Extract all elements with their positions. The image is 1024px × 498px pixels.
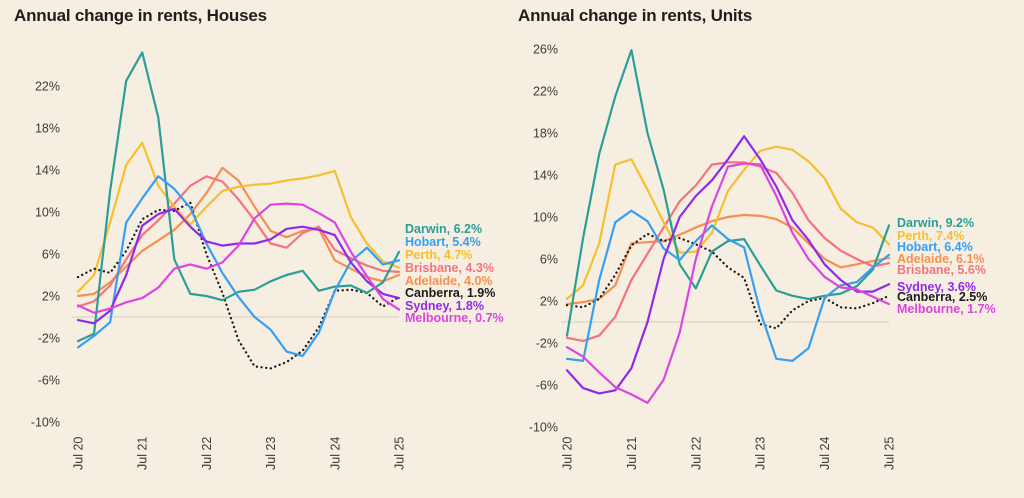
x-tick-label: Jul 20 [561, 437, 575, 470]
legend-label-melbourne: Melbourne, 1.7% [897, 302, 996, 316]
chart-title-houses: Annual change in rents, Houses [14, 6, 267, 25]
chart-line-canberra [565, 232, 891, 330]
legend-label-hobart: Hobart, 6.4% [897, 240, 973, 254]
y-tick-label: 26% [533, 43, 558, 57]
legend-label-hobart: Hobart, 5.4% [405, 235, 481, 249]
chart-line-hobart [565, 209, 891, 362]
y-tick-label: 2% [42, 290, 60, 304]
chart-line-brisbane [76, 175, 401, 308]
y-tick-label: -2% [536, 337, 558, 351]
chart-line-sydney [565, 135, 891, 395]
legend-label-sydney: Sydney, 1.8% [405, 299, 484, 313]
x-tick-label: Jul 24 [818, 437, 832, 470]
y-tick-label: 18% [35, 122, 60, 136]
x-tick-label: Jul 25 [393, 437, 407, 470]
chart-line-adelaide [565, 213, 891, 306]
y-tick-label: 14% [35, 164, 60, 178]
x-tick-label: Jul 21 [136, 437, 150, 470]
chart-units: Annual change in rents, Units 26% 22% 18% 1… [512, 0, 1024, 498]
x-tick-label: Jul 24 [328, 437, 342, 470]
x-tick-label: Jul 22 [689, 437, 703, 470]
y-tick-label: 10% [35, 206, 60, 220]
houses-chart-svg: 22% 18% 14% 10% 6% 2% -2% -6% -10% Jul 20 Jul 21 Ju… [31, 51, 504, 470]
chart-line-brisbane [565, 161, 891, 342]
x-tick-label: Jul 25 [883, 437, 897, 470]
y-tick-label: 18% [533, 127, 558, 141]
legend-label-melbourne: Melbourne, 0.7% [405, 311, 504, 325]
legend-label-perth: Perth, 4.7% [405, 248, 472, 262]
chart-line-perth [76, 141, 401, 293]
legend-label-adelaide: Adelaide, 6.1% [897, 252, 985, 266]
y-tick-label: -10% [31, 416, 60, 430]
y-tick-label: -6% [536, 379, 558, 393]
chart-line-melbourne [76, 202, 401, 314]
y-tick-label: 2% [540, 295, 558, 309]
x-tick-label: Jul 23 [754, 437, 768, 470]
units-chart-svg: 26% 22% 18% 14% 10% 6% 2% -2% -6% -10%Jul 20 Jul 2… [529, 43, 996, 471]
y-tick-label: 14% [533, 169, 558, 183]
legend-label-canberra: Canberra, 2.5% [897, 290, 987, 304]
chart-line-hobart [76, 175, 401, 357]
x-tick-label: Jul 22 [200, 437, 214, 470]
y-tick-label: -10% [529, 421, 558, 435]
x-tick-label: Jul 21 [625, 437, 639, 470]
legend-label-brisbane: Brisbane, 4.3% [405, 261, 494, 275]
legend-label-darwin: Darwin, 6.2% [405, 222, 482, 236]
y-tick-label: -2% [38, 332, 60, 346]
legend-label-brisbane: Brisbane, 5.6% [897, 263, 986, 277]
chart-line-perth [565, 145, 891, 300]
chart-line-darwin [76, 51, 401, 343]
y-tick-label: 6% [540, 253, 558, 267]
x-tick-label: Jul 23 [264, 437, 278, 470]
legend-label-perth: Perth, 7.4% [897, 229, 964, 243]
y-tick-label: 6% [42, 248, 60, 262]
chart-title-units: Annual change in rents, Units [518, 6, 753, 25]
chart-houses: Annual change in rents, Houses 22% 18% 14%… [14, 6, 504, 470]
legend-label-adelaide: Adelaide, 4.0% [405, 274, 493, 288]
legend-label-sydney: Sydney, 3.6% [897, 280, 976, 294]
y-tick-label: 10% [533, 211, 558, 225]
legend-label-darwin: Darwin, 9.2% [897, 216, 974, 230]
x-tick-label: Jul 20 [72, 437, 86, 470]
chart-line-canberra [76, 201, 401, 370]
chart-line-darwin [565, 48, 891, 337]
chart-line-melbourne [565, 162, 891, 404]
legend-label-canberra: Canberra, 1.9% [405, 286, 495, 300]
y-tick-label: 22% [35, 80, 60, 94]
y-tick-label: -6% [38, 374, 60, 388]
y-tick-label: 22% [533, 85, 558, 99]
